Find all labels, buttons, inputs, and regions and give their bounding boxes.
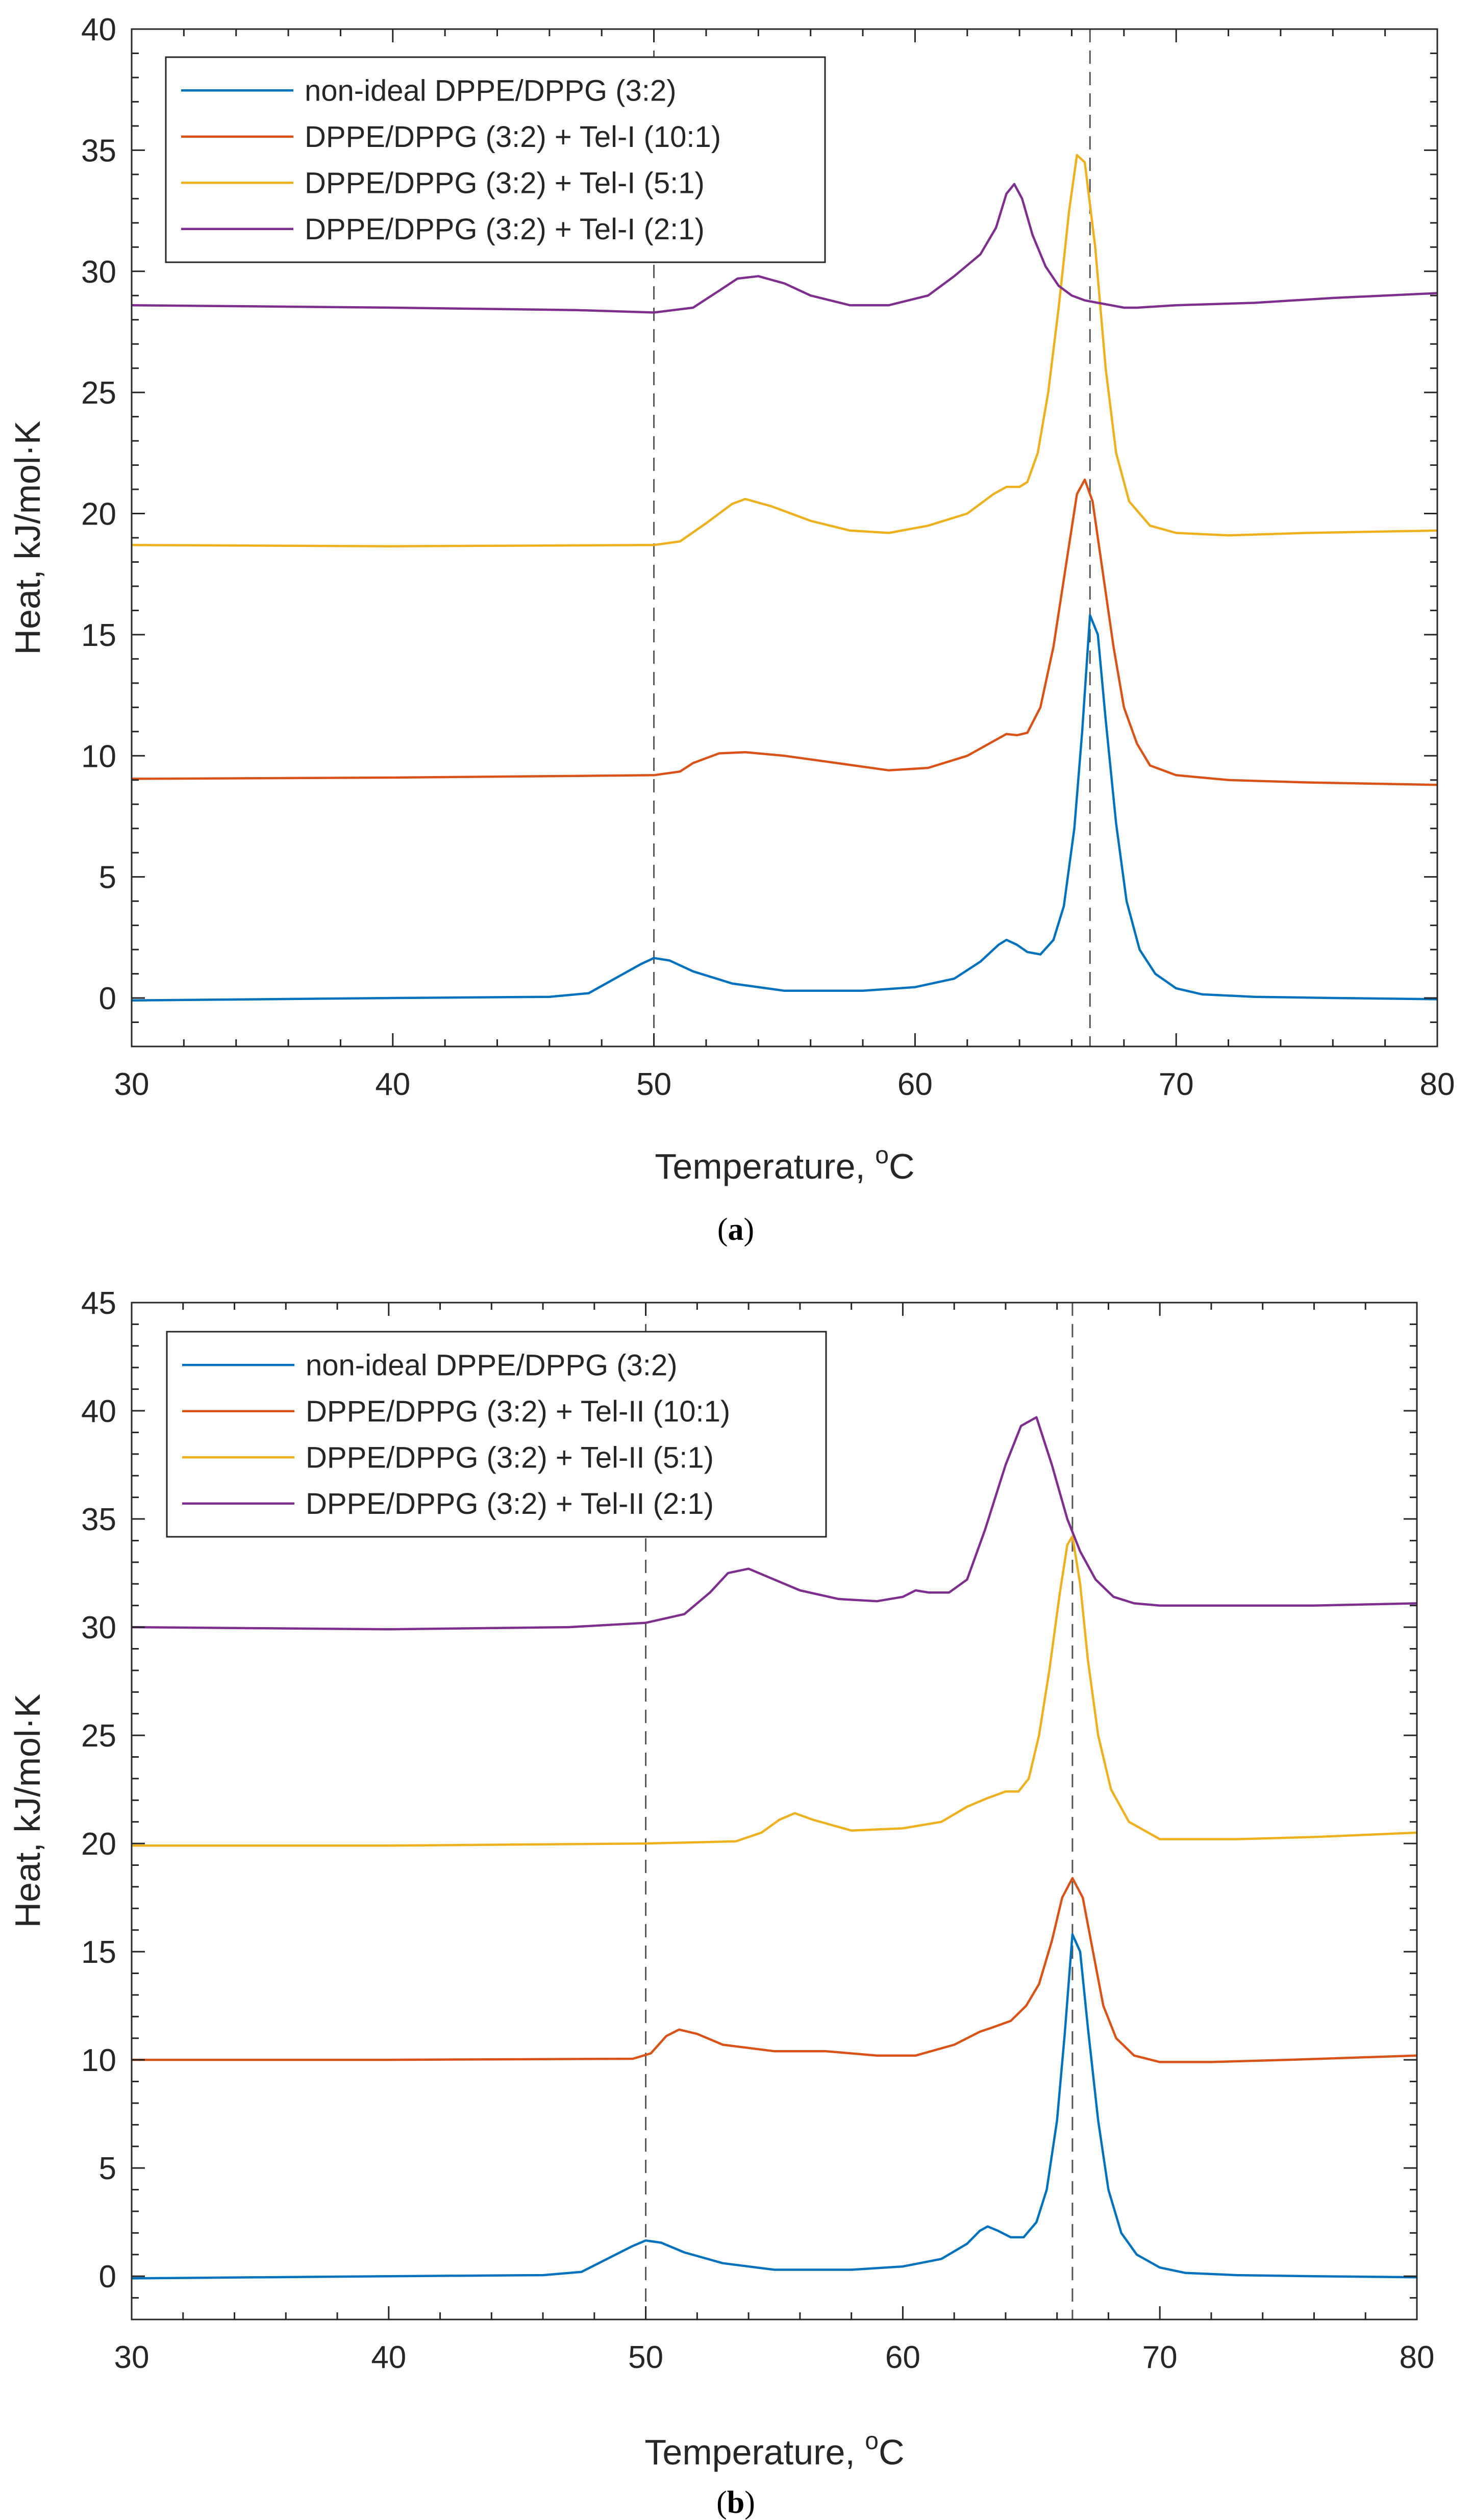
y-tick-label: 25 xyxy=(81,376,116,411)
y-tick-label: 40 xyxy=(81,12,116,47)
y-tick-label: 0 xyxy=(99,981,116,1016)
x-axis-title: Temperature, oC xyxy=(655,1142,914,1186)
legend-entry: DPPE/DPPG (3:2) + Tel-I (5:1) xyxy=(305,166,705,199)
y-tick-label: 20 xyxy=(81,497,116,532)
legend-entry: DPPE/DPPG (3:2) + Tel-II (5:1) xyxy=(306,1441,714,1474)
legend-entry: DPPE/DPPG (3:2) + Tel-I (2:1) xyxy=(305,213,705,246)
x-tick-label: 70 xyxy=(1159,1067,1194,1102)
y-axis-title: Heat, kJ/mol·K xyxy=(8,421,47,655)
x-tick-label: 50 xyxy=(628,2340,663,2375)
y-tick-label: 45 xyxy=(81,1286,116,1321)
x-axis-title: Temperature, oC xyxy=(644,2428,904,2472)
series-line-1 xyxy=(132,614,1437,1002)
y-tick-label: 0 xyxy=(99,2259,116,2294)
y-tick-label: 5 xyxy=(99,860,116,895)
x-tick-label: 30 xyxy=(114,2340,149,2375)
legend-entry: non-ideal DPPE/DPPG (3:2) xyxy=(306,1349,678,1382)
series-line-3 xyxy=(132,1535,1417,1847)
chart-panel-b: 30 40 50 60 70 80 0 5 10 15 20 25 30 35 40 45 non-ideal… xyxy=(8,1286,1434,2520)
x-tick-label: 80 xyxy=(1400,2340,1435,2375)
series-line-3 xyxy=(132,154,1437,547)
series-line-2 xyxy=(132,1877,1417,2063)
chart-panel-a: 30 40 50 60 70 80 0 5 10 15 20 25 30 35 40 non-ideal D… xyxy=(8,12,1455,1247)
x-tick-label: 50 xyxy=(636,1067,671,1102)
series-line-1 xyxy=(132,1933,1417,2280)
y-axis-title: Heat, kJ/mol·K xyxy=(8,1694,47,1928)
y-tick-label: 15 xyxy=(81,1935,116,1970)
y-tick-label: 35 xyxy=(81,133,116,168)
x-tick-label: 60 xyxy=(897,1067,933,1102)
y-tick-label: 30 xyxy=(81,1610,116,1645)
panel-caption-a: (a) xyxy=(717,1212,754,1247)
y-tick-label: 35 xyxy=(81,1502,116,1537)
y-tick-label: 30 xyxy=(81,255,116,290)
y-tick-label: 10 xyxy=(81,739,116,774)
x-tick-label: 40 xyxy=(375,1067,410,1102)
y-tick-label: 40 xyxy=(81,1394,116,1429)
y-tick-label: 10 xyxy=(81,2043,116,2078)
series-line-4 xyxy=(132,183,1437,314)
x-tick-label: 70 xyxy=(1142,2340,1178,2375)
legend-entry: non-ideal DPPE/DPPG (3:2) xyxy=(305,74,677,107)
legend-entry: DPPE/DPPG (3:2) + Tel-II (2:1) xyxy=(306,1487,714,1520)
x-tick-label: 40 xyxy=(371,2340,406,2375)
plot-frame xyxy=(131,1302,1418,2321)
series-line-2 xyxy=(132,478,1437,786)
y-tick-label: 5 xyxy=(99,2151,116,2186)
x-tick-label: 60 xyxy=(885,2340,920,2375)
series-line-4 xyxy=(132,1416,1417,1631)
y-tick-label: 25 xyxy=(81,1718,116,1754)
x-tick-label: 80 xyxy=(1420,1067,1455,1102)
legend-entry: DPPE/DPPG (3:2) + Tel-II (10:1) xyxy=(306,1395,730,1428)
legend-entry: DPPE/DPPG (3:2) + Tel-I (10:1) xyxy=(305,120,721,154)
y-tick-label: 20 xyxy=(81,1827,116,1862)
panel-caption-b: (b) xyxy=(716,2485,755,2520)
x-tick-label: 30 xyxy=(114,1067,149,1102)
y-tick-label: 15 xyxy=(81,618,116,653)
